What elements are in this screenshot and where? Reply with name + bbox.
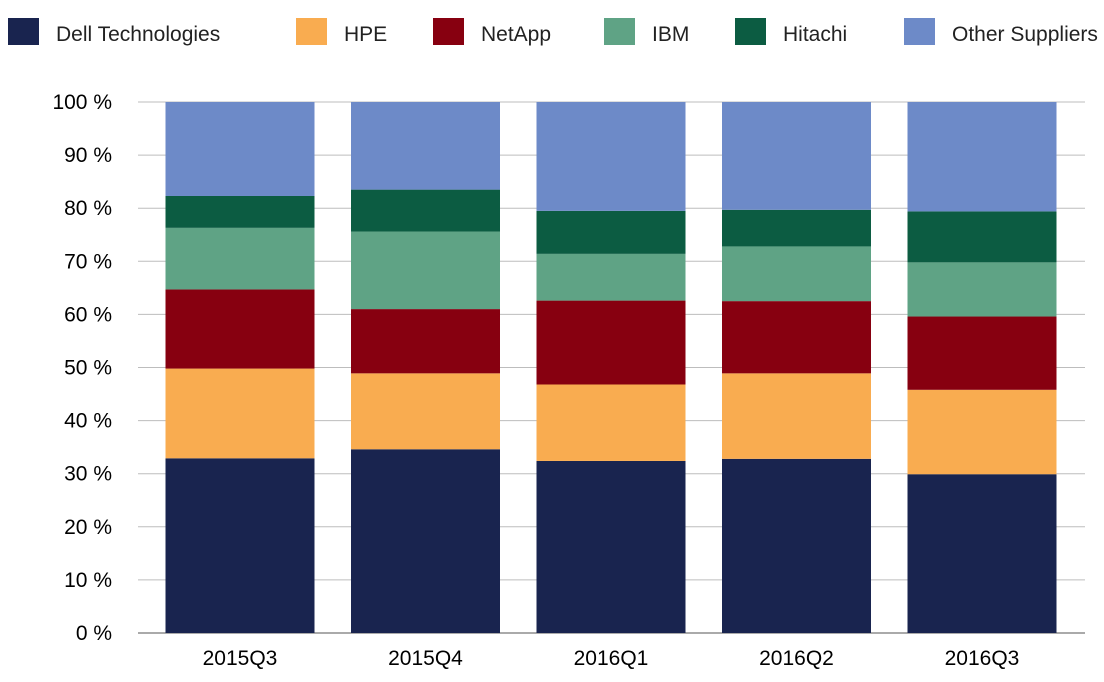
legend: Dell Technologies HPE NetApp IBM Hitachi Othe… bbox=[8, 18, 1098, 46]
bar-segment-dell-technologies bbox=[536, 460, 686, 633]
bar-segment-netapp bbox=[351, 309, 500, 374]
bar-segment-netapp bbox=[907, 316, 1057, 390]
bar-segment-hitachi bbox=[351, 189, 500, 232]
bar-segment-dell-technologies bbox=[907, 474, 1057, 633]
bar-segment-ibm bbox=[165, 227, 315, 290]
bar-segment-dell-technologies bbox=[165, 458, 315, 633]
y-tick-label: 70 % bbox=[64, 250, 112, 273]
legend-item-hitachi: Hitachi bbox=[735, 18, 847, 46]
legend-label: Dell Technologies bbox=[56, 23, 220, 46]
bar-segment-other-suppliers bbox=[722, 102, 871, 210]
y-tick-label: 100 % bbox=[52, 91, 112, 114]
bar-segment-ibm bbox=[536, 253, 686, 301]
bars bbox=[165, 102, 1057, 633]
legend-item-ibm: IBM bbox=[604, 18, 689, 46]
legend-label: IBM bbox=[652, 23, 689, 46]
bar-segment-hpe bbox=[722, 373, 871, 459]
y-tick-label: 0 % bbox=[76, 622, 112, 645]
bar-segment-other-suppliers bbox=[351, 102, 500, 190]
y-axis: 0 % 10 % 20 % 30 % 40 % 50 % 60 % 70 % 80 % 90 % 1… bbox=[52, 91, 112, 645]
bar-segment-hpe bbox=[165, 368, 315, 459]
legend-swatch bbox=[904, 18, 935, 45]
legend-label: Hitachi bbox=[783, 23, 847, 46]
x-tick-label: 2016Q1 bbox=[574, 647, 649, 670]
y-tick-label: 60 % bbox=[64, 303, 112, 326]
legend-swatch bbox=[604, 18, 635, 45]
legend-item-other-suppliers: Other Suppliers bbox=[904, 18, 1098, 46]
legend-swatch bbox=[735, 18, 766, 45]
legend-item-dell-technologies: Dell Technologies bbox=[8, 18, 220, 46]
bar-stack-2016q3 bbox=[907, 102, 1057, 633]
y-tick-label: 30 % bbox=[64, 463, 112, 486]
y-tick-label: 40 % bbox=[64, 410, 112, 433]
bar-segment-hitachi bbox=[722, 209, 871, 247]
legend-swatch bbox=[8, 18, 39, 45]
bar-stack-2015q3 bbox=[165, 102, 315, 633]
y-tick-label: 90 % bbox=[64, 144, 112, 167]
x-tick-label: 2015Q3 bbox=[203, 647, 278, 670]
bar-stack-2016q2 bbox=[722, 102, 871, 633]
bar-segment-ibm bbox=[907, 262, 1057, 317]
bar-segment-other-suppliers bbox=[165, 102, 315, 196]
legend-item-hpe: HPE bbox=[296, 18, 387, 46]
x-axis: 2015Q3 2015Q4 2016Q1 2016Q2 2016Q3 bbox=[203, 647, 1020, 670]
bar-segment-ibm bbox=[351, 231, 500, 310]
legend-item-netapp: NetApp bbox=[433, 18, 551, 46]
bar-segment-ibm bbox=[722, 246, 871, 302]
legend-label: HPE bbox=[344, 23, 387, 46]
bar-segment-netapp bbox=[165, 289, 315, 369]
bar-segment-other-suppliers bbox=[536, 102, 686, 211]
x-tick-label: 2015Q4 bbox=[388, 647, 463, 670]
bar-segment-dell-technologies bbox=[351, 449, 500, 633]
bar-segment-netapp bbox=[536, 300, 686, 385]
x-tick-label: 2016Q2 bbox=[759, 647, 834, 670]
bar-segment-hitachi bbox=[165, 195, 315, 228]
y-tick-label: 50 % bbox=[64, 357, 112, 380]
bar-stack-2015q4 bbox=[351, 102, 500, 633]
bar-segment-hpe bbox=[351, 373, 500, 450]
legend-label: NetApp bbox=[481, 23, 551, 46]
legend-swatch bbox=[433, 18, 464, 45]
y-tick-label: 80 % bbox=[64, 197, 112, 220]
bar-segment-netapp bbox=[722, 301, 871, 374]
x-tick-label: 2016Q3 bbox=[945, 647, 1020, 670]
bar-segment-other-suppliers bbox=[907, 102, 1057, 212]
bar-segment-hpe bbox=[907, 389, 1057, 475]
legend-label: Other Suppliers bbox=[952, 23, 1098, 46]
bar-segment-dell-technologies bbox=[722, 458, 871, 633]
bar-segment-hpe bbox=[536, 384, 686, 461]
y-tick-label: 20 % bbox=[64, 516, 112, 539]
legend-swatch bbox=[296, 18, 327, 45]
bar-segment-hitachi bbox=[536, 210, 686, 254]
bar-stack-2016q1 bbox=[536, 102, 686, 633]
y-tick-label: 10 % bbox=[64, 569, 112, 592]
bar-segment-hitachi bbox=[907, 211, 1057, 263]
